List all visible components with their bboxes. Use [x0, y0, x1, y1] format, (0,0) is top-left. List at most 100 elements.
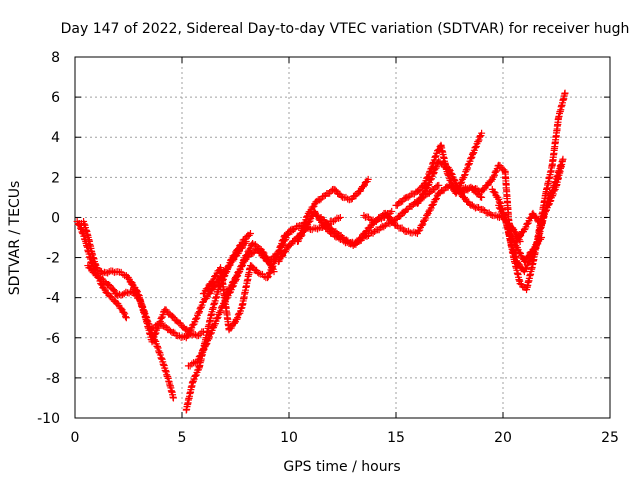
data-point [371, 227, 379, 235]
data-point-trail [283, 231, 291, 239]
data-point-trail [330, 218, 338, 226]
data-point-trail [100, 284, 108, 292]
data-point [234, 246, 242, 254]
data-point-trail [447, 169, 455, 177]
data-point-trail [527, 214, 535, 222]
x-tick-label: 5 [178, 430, 187, 446]
data-point-trail [213, 314, 221, 322]
data-point [478, 129, 486, 137]
data-point-trail [278, 253, 286, 261]
data-point-trail [363, 232, 371, 240]
data-point-trail [366, 215, 374, 223]
data-point-trail [545, 195, 553, 203]
data-point-trail [490, 173, 498, 181]
data-point-trail [228, 278, 236, 286]
data-point [460, 171, 468, 179]
data-point-trail [105, 281, 113, 289]
x-tick-label: 10 [280, 430, 298, 446]
data-point-trail [268, 263, 276, 271]
data-point-trail [279, 241, 287, 249]
data-point-trail [404, 193, 412, 201]
data-point-trail [463, 166, 471, 174]
data-point-trail [119, 270, 127, 278]
y-tick-label: 8 [51, 50, 60, 66]
data-point-trail [426, 176, 434, 184]
data-point-trail [195, 309, 203, 317]
data-point-trail [415, 227, 423, 235]
data-point-trail [503, 221, 511, 229]
data-point-trail [230, 319, 238, 327]
data-point-trail [500, 215, 508, 223]
data-point [246, 229, 254, 237]
data-point-trail [230, 252, 238, 260]
data-point [557, 161, 565, 169]
data-point-trail [216, 308, 224, 316]
data-point-trail [133, 290, 141, 298]
data-point-trail [276, 247, 284, 255]
data-point [169, 394, 177, 402]
data-point-trail [234, 311, 242, 319]
data-point-trail [479, 206, 487, 214]
data-point-trail [191, 372, 199, 380]
data-point-trail [237, 304, 245, 312]
data-point [561, 89, 569, 97]
data-point [478, 193, 486, 201]
data-point-trail [400, 226, 408, 234]
data-point [114, 268, 122, 276]
data-point-trail [546, 193, 554, 201]
data-point-trail [417, 194, 425, 202]
data-point-trail [224, 263, 232, 271]
data-point [559, 155, 567, 163]
chart-title: Day 147 of 2022, Sidereal Day-to-day VTE… [61, 21, 630, 37]
data-point-trail [523, 220, 531, 228]
data-point-trail [121, 310, 129, 318]
data-point [360, 234, 368, 241]
data-point-trail [314, 225, 322, 233]
data-point [270, 268, 278, 276]
data-point-trail [331, 186, 339, 194]
data-point-trail [516, 233, 524, 241]
data-point [208, 286, 216, 294]
data-point-trail [188, 360, 196, 368]
data-point-trail [249, 249, 257, 257]
data-point-trail [359, 183, 367, 191]
data-point-trail [450, 175, 458, 183]
data-point [311, 207, 319, 215]
x-axis-label: GPS time / hours [283, 459, 400, 475]
y-tick-label: -4 [46, 291, 60, 307]
data-point-trail [458, 189, 466, 197]
plot-frame [74, 56, 611, 419]
data-point-trail [128, 280, 136, 288]
axis-ticks [74, 56, 611, 419]
data-point-trail [233, 315, 241, 323]
data-point-trail [131, 286, 139, 294]
data-point-trail [467, 154, 475, 162]
y-tick-label: 6 [51, 90, 60, 106]
data-point-trail [265, 270, 273, 278]
data-point-trail [120, 308, 128, 316]
data-point-trail [313, 211, 321, 219]
data-points [73, 89, 569, 414]
data-point [122, 314, 130, 322]
data-point-trail [196, 305, 204, 313]
data-point-trail [369, 229, 377, 237]
data-point-trail [428, 201, 436, 209]
data-point [255, 270, 263, 278]
data-point-trail [151, 322, 159, 330]
y-tick-label: -8 [46, 371, 60, 387]
data-point-trail [532, 213, 540, 221]
data-point-trail [225, 262, 233, 270]
data-point-trail [184, 331, 192, 339]
data-point [364, 175, 372, 183]
data-point-trail [117, 304, 125, 312]
x-tick-label: 25 [601, 430, 619, 446]
x-tick-label: 15 [387, 430, 405, 446]
data-point-trail [324, 220, 332, 228]
data-point [120, 290, 128, 298]
data-point [264, 274, 272, 282]
data-point-trail [423, 211, 431, 219]
data-point [227, 256, 235, 264]
data-point [336, 213, 344, 221]
data-point-trail [496, 204, 504, 212]
